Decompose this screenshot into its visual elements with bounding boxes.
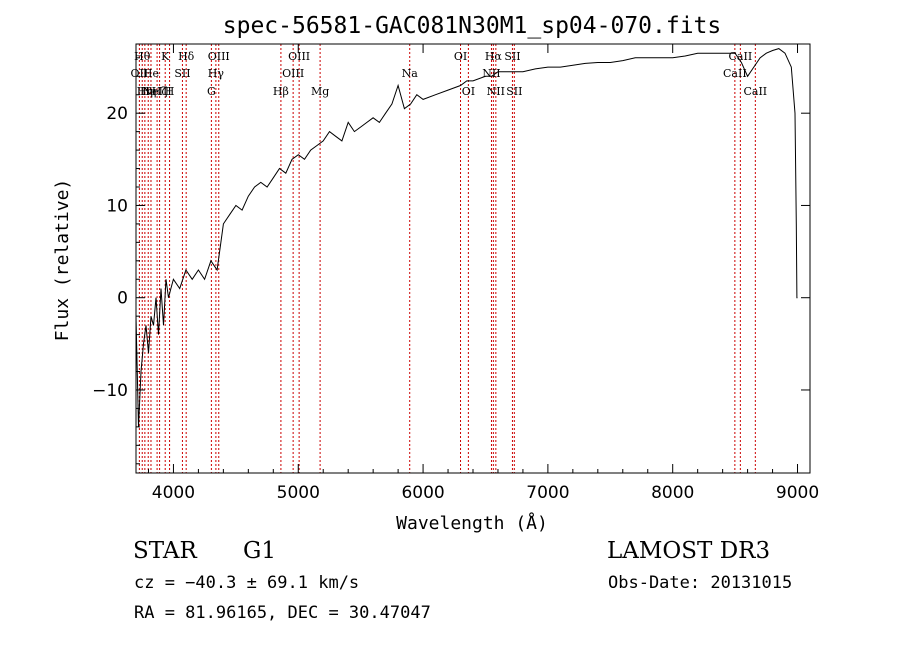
y-axis-label: Flux (relative) xyxy=(52,179,73,342)
x-tick-label-1: 5000 xyxy=(277,483,320,503)
plot-frame xyxy=(135,43,811,474)
line-label-22: Hα xyxy=(485,50,503,63)
y-axis-ticks: −10 0 10 20 xyxy=(92,57,810,465)
line-label-10: Hδ xyxy=(178,50,195,63)
x-tick-label-5: 9000 xyxy=(776,483,819,503)
line-label-21: NII xyxy=(482,67,500,80)
line-label-9: SII xyxy=(174,67,190,80)
line-label-8: H xyxy=(165,85,175,98)
line-label-28: CaII xyxy=(743,85,767,98)
redshift-cz: cz = −40.3 ± 69.1 km/s xyxy=(134,573,360,593)
line-label-1: Hθ xyxy=(134,50,151,63)
line-label-26: CaII xyxy=(723,67,747,80)
x-tick-label-3: 7000 xyxy=(526,483,569,503)
object-subclass: G1 xyxy=(243,538,277,564)
x-tick-label-0: 4000 xyxy=(152,483,195,503)
y-tick-label-1: 0 xyxy=(117,289,128,309)
line-label-23: NII xyxy=(487,85,505,98)
line-label-19: OI xyxy=(454,50,467,63)
line-label-17: Mg xyxy=(311,85,329,98)
x-tick-label-2: 6000 xyxy=(401,483,444,503)
y-tick-label-0: −10 xyxy=(92,381,128,401)
line-label-14: Hβ xyxy=(273,85,289,98)
line-label-7: K xyxy=(161,50,170,63)
line-label-2: Hη xyxy=(137,85,153,98)
line-label-25: SII xyxy=(506,85,522,98)
spectrum-line xyxy=(135,48,798,427)
line-label-13: OIII xyxy=(208,50,230,63)
line-label-20: OI xyxy=(462,85,475,98)
line-label-12: Hγ xyxy=(208,67,225,80)
object-class: STAR xyxy=(133,538,197,564)
x-tick-label-4: 8000 xyxy=(651,483,694,503)
spectral-line-labels: OIIHθHηHηHeNeIIIHζKHSIIHδGHγOIIIHβOIIIOI… xyxy=(131,50,768,98)
line-label-15: OIII xyxy=(282,67,304,80)
x-axis-ticks: 4000 5000 6000 7000 8000 9000 xyxy=(147,44,819,503)
line-label-0: OII xyxy=(131,67,149,80)
y-tick-label-2: 10 xyxy=(106,196,128,216)
y-tick-label-3: 20 xyxy=(106,104,128,124)
line-label-6: Hζ xyxy=(152,85,168,98)
observation-date: Obs-Date: 20131015 xyxy=(608,573,793,593)
data-release: LAMOST DR3 xyxy=(607,538,771,564)
line-label-24: SII xyxy=(504,50,520,63)
chart-title: spec-56581-GAC081N30M1_sp04-070.fits xyxy=(223,13,722,39)
line-label-5: NeIII xyxy=(143,85,172,98)
line-label-4: He xyxy=(143,67,159,80)
line-label-3: Hη xyxy=(140,85,156,98)
line-label-16: OIII xyxy=(288,50,310,63)
ra-dec-coordinates: RA = 81.96165, DEC = 30.47047 xyxy=(134,603,431,623)
line-label-11: G xyxy=(207,85,216,98)
line-label-18: Na xyxy=(402,67,419,80)
spectral-line-markers xyxy=(138,44,756,473)
x-axis-label: Wavelength (Å) xyxy=(396,512,548,534)
